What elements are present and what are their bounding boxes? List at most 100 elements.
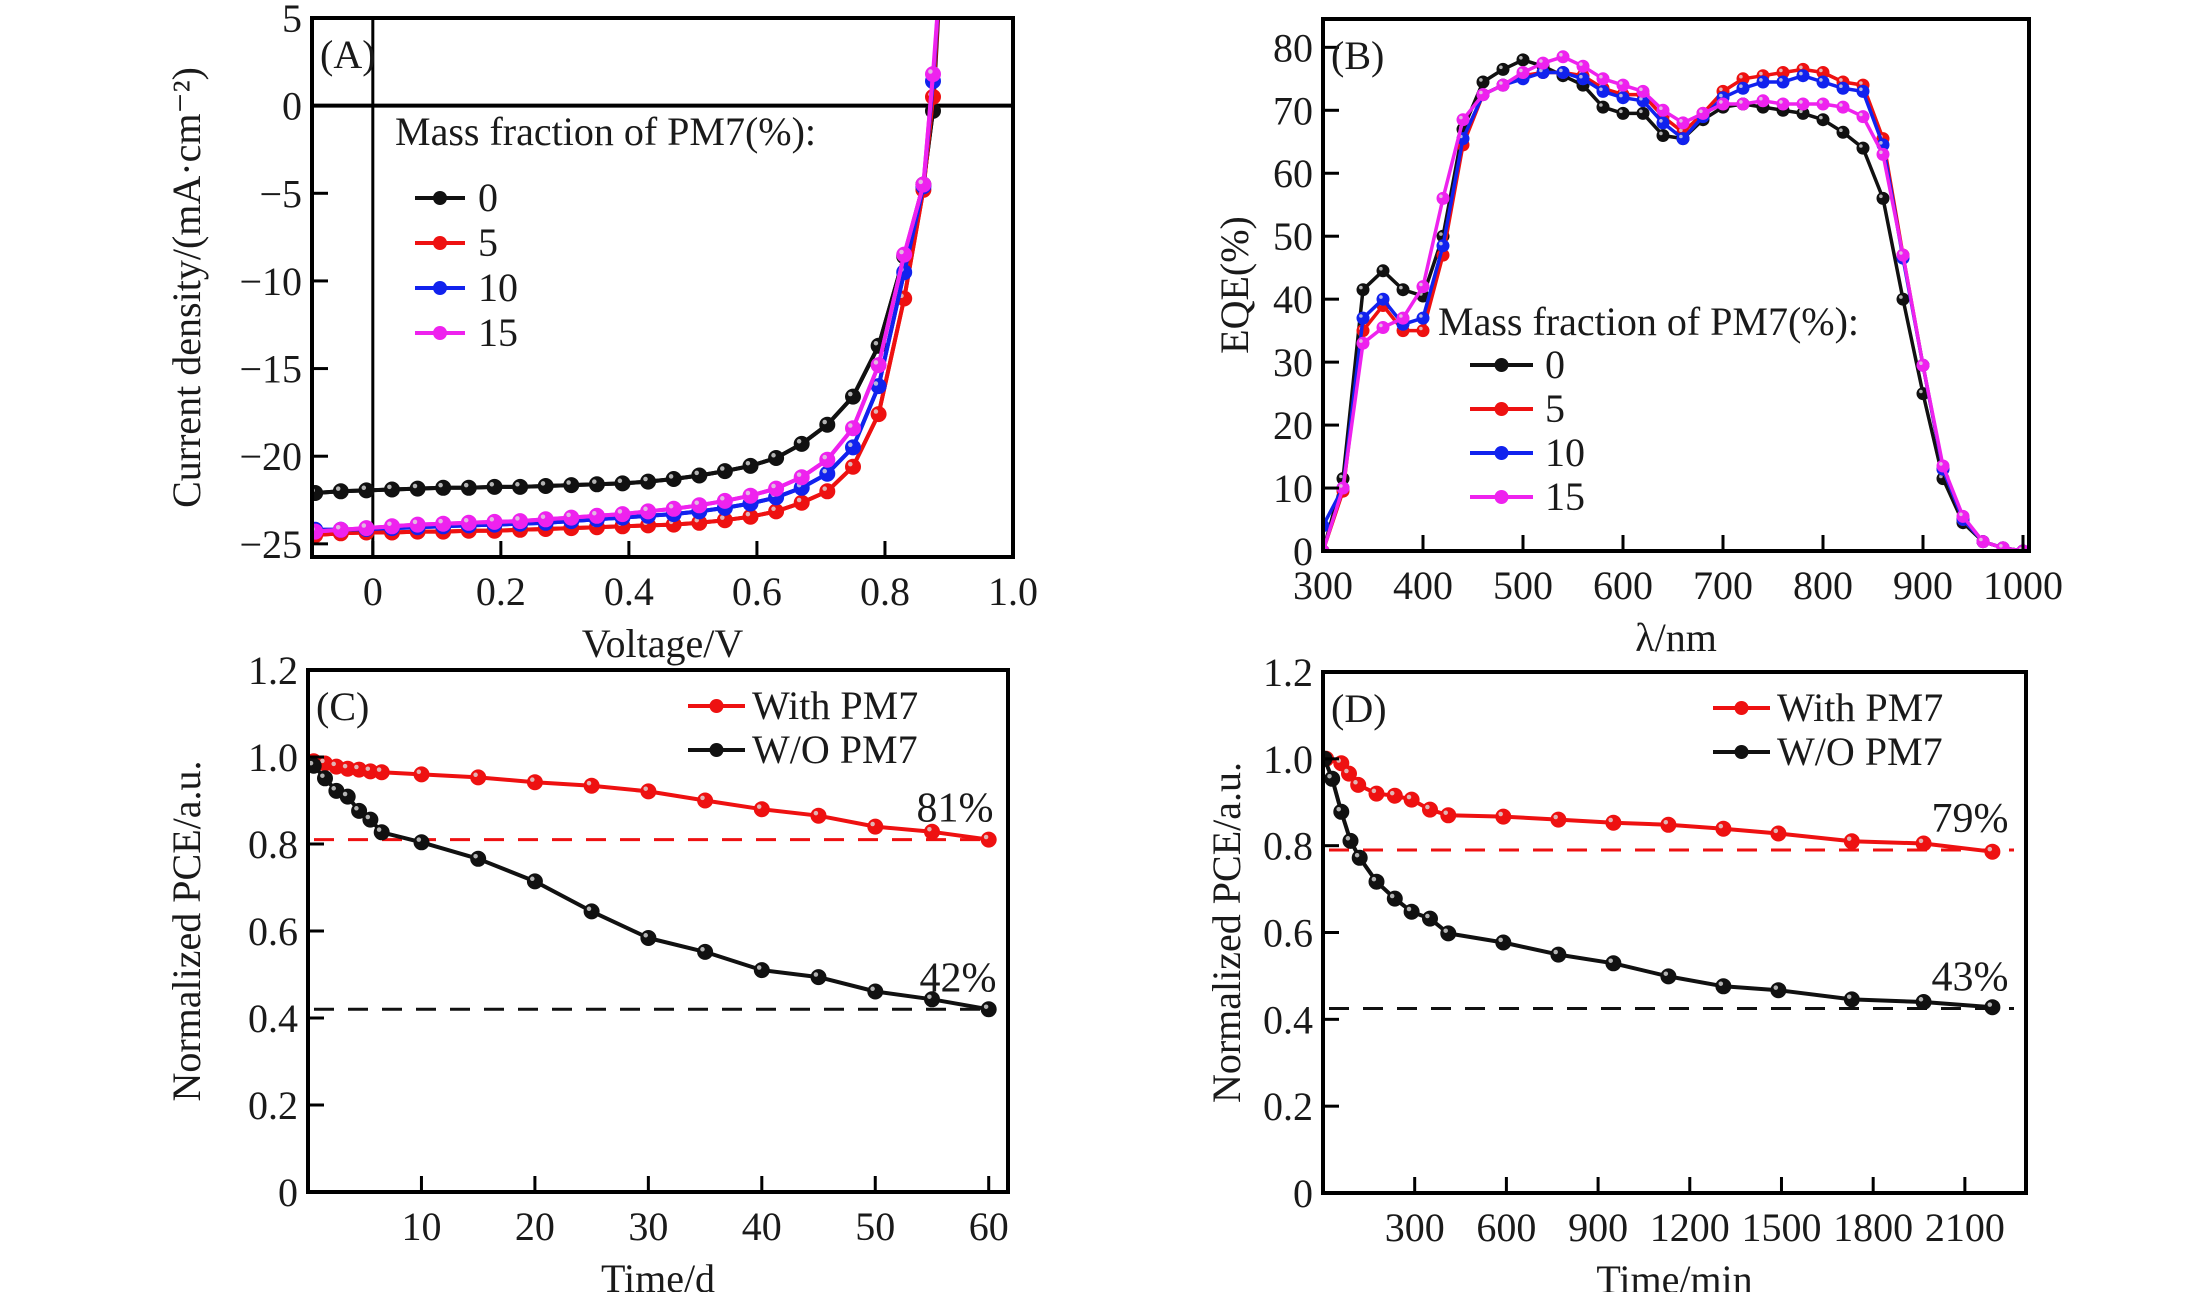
series-0-point <box>1856 141 1870 155</box>
x-tick-label: 900 <box>1568 1205 1628 1250</box>
series-15-point-highlight <box>1399 314 1403 318</box>
series-0-point-highlight <box>412 483 418 489</box>
series-10-point-highlight <box>1559 68 1563 73</box>
series-15-point <box>691 497 708 514</box>
series-0-point <box>588 476 605 493</box>
panel-d: 79% 43% 300 600 900 1200 1500 1800 2100 0 0.2 0.4 0.… <box>1204 650 2028 1292</box>
y-tick-label: 0.8 <box>248 822 298 867</box>
series-w-o-pm7-point <box>1342 832 1359 849</box>
series-15-point-highlight <box>1499 81 1503 85</box>
x-tick-label: 1000 <box>1983 563 2063 608</box>
series-10-point <box>1596 84 1610 98</box>
y-tick-label: 1.0 <box>248 735 298 780</box>
x-tick-label: 2100 <box>1925 1205 2005 1250</box>
y-tick-label: −25 <box>239 522 302 567</box>
series-w-o-pm7-point-highlight <box>1336 806 1341 812</box>
series-0-point <box>384 481 400 498</box>
series-with-pm7-point <box>980 831 997 848</box>
y-tick-label: −15 <box>239 347 302 392</box>
x-tick-label: 1500 <box>1741 1205 1821 1250</box>
series-0-point <box>1816 113 1830 127</box>
series-w-o-pm7-point-highlight <box>586 906 592 912</box>
series-15-point <box>1636 84 1650 98</box>
series-0-point-highlight <box>515 482 520 487</box>
series-0-point-highlight <box>720 466 725 471</box>
legend-entry: 5 <box>478 220 498 265</box>
y-tick-label: 10 <box>1273 466 1313 511</box>
series-with-pm7-point <box>1386 787 1403 804</box>
series-w-o-pm7-point-highlight <box>365 814 371 820</box>
x-tick-label: 700 <box>1693 563 1753 608</box>
series-10-point <box>1816 75 1830 89</box>
series-15-point-highlight <box>745 490 751 496</box>
series-15-point-highlight <box>1699 109 1703 114</box>
series-0-point <box>1896 292 1910 306</box>
series-15-point-highlight <box>1939 462 1943 466</box>
series-w-o-pm7-point <box>980 1001 997 1018</box>
series-15-point-highlight <box>1459 115 1463 120</box>
series-0-point <box>1656 129 1670 142</box>
series-5-point-highlight <box>1779 68 1783 73</box>
series-0-point-highlight <box>848 391 853 397</box>
series-with-pm7-point <box>1550 811 1567 828</box>
series-0-point-highlight <box>668 474 674 479</box>
series-15-point <box>1576 59 1590 73</box>
series-with-pm7-point-highlight <box>342 763 348 769</box>
series-15-point-highlight <box>438 518 443 524</box>
series-with-pm7-point-highlight <box>1918 838 1924 844</box>
series-15-point-highlight <box>1379 323 1383 328</box>
series-0-point-highlight <box>771 453 776 458</box>
series-15-point-highlight <box>848 423 853 428</box>
series-0-point-highlight <box>796 439 802 444</box>
y-tick-label: −5 <box>259 171 302 216</box>
series-with-pm7-point-highlight <box>1846 836 1852 841</box>
series-0-point-highlight <box>1939 474 1943 479</box>
series-with-pm7-point-highlight <box>927 826 932 832</box>
series-with-pm7-point-highlight <box>416 769 422 775</box>
series-15-point-highlight <box>540 514 546 519</box>
series-w-o-pm7-point <box>753 962 770 979</box>
series-10-point <box>1576 72 1590 86</box>
series-15-point <box>915 176 932 193</box>
series-0-point <box>460 479 477 496</box>
series-15-point <box>1876 147 1890 161</box>
series-15-point-highlight <box>1919 361 1923 366</box>
series-15-point <box>845 420 861 437</box>
series-15-point-highlight <box>1899 251 1903 255</box>
series-w-o-pm7-point-highlight <box>331 786 336 791</box>
series-10-point-highlight <box>1819 78 1823 82</box>
series-15-point <box>925 66 941 83</box>
series-15-point-highlight <box>617 509 623 514</box>
plot-frame <box>310 16 1015 559</box>
series-15-point-highlight <box>822 454 827 460</box>
series-15-point-highlight <box>918 179 923 185</box>
series-with-pm7-point <box>1715 820 1732 837</box>
series-w-o-pm7-point-highlight <box>1846 994 1852 999</box>
series-0-point-highlight <box>1799 109 1803 114</box>
series-10-point-highlight <box>1539 68 1543 73</box>
series-15-point-highlight <box>515 516 520 521</box>
y-tick-label: 0.8 <box>1263 824 1313 869</box>
series-w-o-pm7-point-highlight <box>983 1004 989 1009</box>
x-tick-label: 800 <box>1793 563 1853 608</box>
series-0-point-highlight <box>617 478 623 484</box>
y-tick-label: 0.6 <box>248 909 298 954</box>
series-w-o-pm7-point-highlight <box>354 806 359 811</box>
series-15-point-highlight <box>566 512 571 518</box>
series-15-point-highlight <box>361 523 367 528</box>
series-15-point <box>486 513 503 530</box>
series-w-o-pm7-point-highlight <box>870 986 875 992</box>
series-0-point-highlight <box>1379 266 1383 271</box>
series-0-line <box>315 110 935 495</box>
series-10-point-highlight <box>1599 87 1603 92</box>
series-w-o-pm7-point <box>867 983 884 1000</box>
series-w-o-pm7-point-highlight <box>376 827 382 832</box>
series-group <box>312 18 941 544</box>
series-0-point-highlight <box>1519 56 1523 60</box>
series-0-point <box>1616 106 1630 120</box>
series-15-point <box>1676 116 1690 130</box>
series-15-point <box>614 506 631 523</box>
series-w-o-pm7-point <box>1984 999 2001 1016</box>
series-15-point <box>384 518 400 535</box>
series-with-pm7-point <box>1350 776 1367 793</box>
